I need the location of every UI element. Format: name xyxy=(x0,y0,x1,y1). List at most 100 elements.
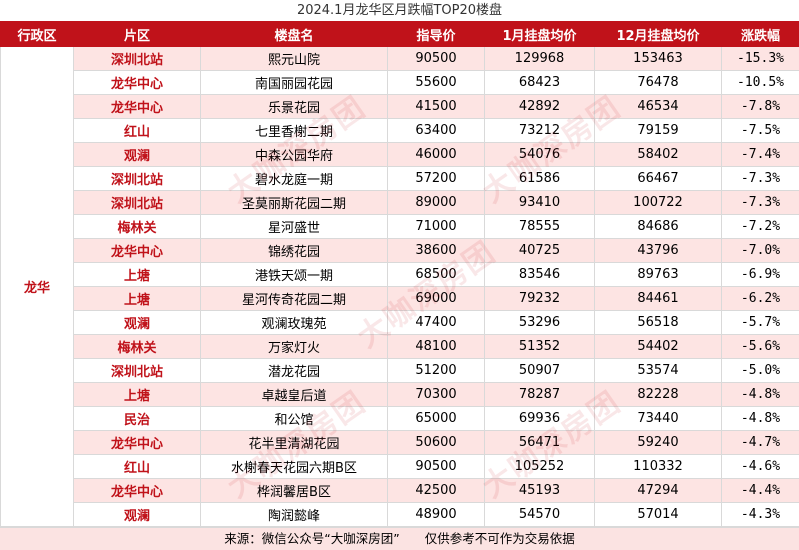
area-cell: 深圳北站 xyxy=(74,167,201,191)
jan-price-cell: 79232 xyxy=(485,287,595,311)
guide-price-cell: 65000 xyxy=(388,407,485,431)
jan-price-cell: 54076 xyxy=(485,143,595,167)
jan-price-cell: 83546 xyxy=(485,263,595,287)
change-cell: -7.3% xyxy=(722,191,799,215)
change-cell: -7.5% xyxy=(722,119,799,143)
guide-price-cell: 57200 xyxy=(388,167,485,191)
project-name-cell: 星河盛世 xyxy=(201,215,388,239)
project-name-cell: 中森公园华府 xyxy=(201,143,388,167)
ranking-table: 行政区 片区 楼盘名 指导价 1月挂盘均价 12月挂盘均价 涨跌幅 龙华深圳北站… xyxy=(0,21,799,527)
guide-price-cell: 46000 xyxy=(388,143,485,167)
guide-price-cell: 38600 xyxy=(388,239,485,263)
jan-price-cell: 73212 xyxy=(485,119,595,143)
jan-price-cell: 61586 xyxy=(485,167,595,191)
project-name-cell: 锦绣花园 xyxy=(201,239,388,263)
change-cell: -4.3% xyxy=(722,503,799,527)
source-footer: 来源：微信公众号“大咖深房团” 仅供参考不可作为交易依据 xyxy=(0,527,799,550)
guide-price-cell: 48900 xyxy=(388,503,485,527)
project-name-cell: 潜龙花园 xyxy=(201,359,388,383)
change-cell: -4.6% xyxy=(722,455,799,479)
guide-price-cell: 55600 xyxy=(388,71,485,95)
area-cell: 观澜 xyxy=(74,311,201,335)
header-area: 片区 xyxy=(74,22,201,47)
page-title: 2024.1月龙华区月跌幅TOP20楼盘 xyxy=(0,0,799,21)
change-cell: -7.3% xyxy=(722,167,799,191)
guide-price-cell: 42500 xyxy=(388,479,485,503)
area-cell: 龙华中心 xyxy=(74,239,201,263)
header-change: 涨跌幅 xyxy=(722,22,799,47)
project-name-cell: 卓越皇后道 xyxy=(201,383,388,407)
change-cell: -15.3% xyxy=(722,47,799,71)
dec-price-cell: 59240 xyxy=(595,431,722,455)
project-name-cell: 碧水龙庭一期 xyxy=(201,167,388,191)
area-cell: 深圳北站 xyxy=(74,191,201,215)
jan-price-cell: 56471 xyxy=(485,431,595,455)
dec-price-cell: 56518 xyxy=(595,311,722,335)
guide-price-cell: 90500 xyxy=(388,455,485,479)
project-name-cell: 桦润馨居B区 xyxy=(201,479,388,503)
dec-price-cell: 153463 xyxy=(595,47,722,71)
jan-price-cell: 68423 xyxy=(485,71,595,95)
project-name-cell: 乐景花园 xyxy=(201,95,388,119)
dec-price-cell: 79159 xyxy=(595,119,722,143)
project-name-cell: 陶润懿峰 xyxy=(201,503,388,527)
jan-price-cell: 78287 xyxy=(485,383,595,407)
guide-price-cell: 70300 xyxy=(388,383,485,407)
guide-price-cell: 47400 xyxy=(388,311,485,335)
area-cell: 上塘 xyxy=(74,287,201,311)
area-cell: 梅林关 xyxy=(74,215,201,239)
jan-price-cell: 129968 xyxy=(485,47,595,71)
jan-price-cell: 93410 xyxy=(485,191,595,215)
jan-price-cell: 45193 xyxy=(485,479,595,503)
jan-price-cell: 53296 xyxy=(485,311,595,335)
dec-price-cell: 54402 xyxy=(595,335,722,359)
header-jan-price: 1月挂盘均价 xyxy=(485,22,595,47)
project-name-cell: 星河传奇花园二期 xyxy=(201,287,388,311)
guide-price-cell: 68500 xyxy=(388,263,485,287)
change-cell: -6.9% xyxy=(722,263,799,287)
jan-price-cell: 51352 xyxy=(485,335,595,359)
dec-price-cell: 58402 xyxy=(595,143,722,167)
project-name-cell: 水榭春天花园六期B区 xyxy=(201,455,388,479)
jan-price-cell: 105252 xyxy=(485,455,595,479)
dec-price-cell: 84461 xyxy=(595,287,722,311)
dec-price-cell: 76478 xyxy=(595,71,722,95)
change-cell: -7.4% xyxy=(722,143,799,167)
area-cell: 上塘 xyxy=(74,263,201,287)
project-name-cell: 港铁天颂一期 xyxy=(201,263,388,287)
jan-price-cell: 42892 xyxy=(485,95,595,119)
guide-price-cell: 48100 xyxy=(388,335,485,359)
header-guide-price: 指导价 xyxy=(388,22,485,47)
project-name-cell: 南国丽园花园 xyxy=(201,71,388,95)
change-cell: -5.0% xyxy=(722,359,799,383)
area-cell: 观澜 xyxy=(74,143,201,167)
change-cell: -4.7% xyxy=(722,431,799,455)
area-cell: 龙华中心 xyxy=(74,479,201,503)
district-cell: 龙华 xyxy=(1,47,74,527)
dec-price-cell: 100722 xyxy=(595,191,722,215)
dec-price-cell: 43796 xyxy=(595,239,722,263)
dec-price-cell: 73440 xyxy=(595,407,722,431)
guide-price-cell: 63400 xyxy=(388,119,485,143)
guide-price-cell: 89000 xyxy=(388,191,485,215)
change-cell: -4.8% xyxy=(722,407,799,431)
jan-price-cell: 40725 xyxy=(485,239,595,263)
area-cell: 深圳北站 xyxy=(74,359,201,383)
area-cell: 上塘 xyxy=(74,383,201,407)
area-cell: 民治 xyxy=(74,407,201,431)
